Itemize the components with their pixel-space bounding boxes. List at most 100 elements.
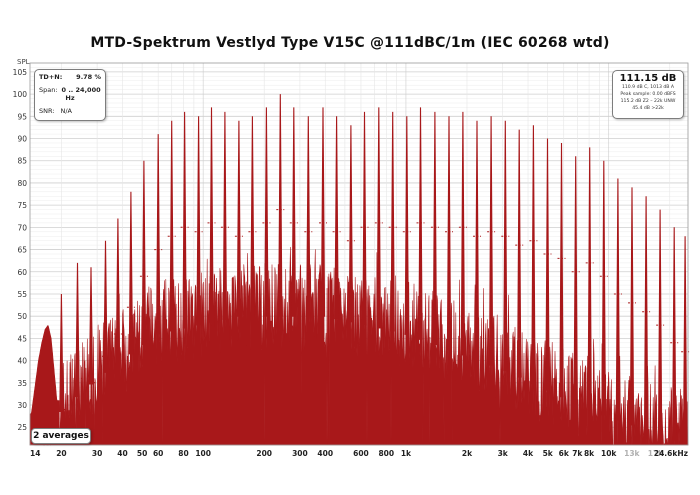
tone-peak — [682, 236, 688, 445]
tone-peak — [432, 111, 438, 346]
tone-peak — [169, 120, 174, 332]
span-value: 0 .. 24,000 — [61, 86, 101, 94]
axes: 105 100 95 90 85 80 75 70 65 60 55 50 45 40 35 30 25 14 20… — [13, 62, 689, 458]
thdn-label: TD+N: — [39, 73, 63, 81]
span-label: Span: — [39, 86, 58, 94]
tone-peak — [545, 138, 550, 391]
x-tick-label: 20 — [56, 449, 66, 458]
y-tick-label: 95 — [17, 112, 27, 121]
y-axis-label: SPL — [17, 58, 30, 66]
tone-peak — [390, 111, 395, 332]
x-tick-label: 17k — [648, 449, 664, 458]
tone-peak — [278, 94, 283, 317]
tone-peak — [517, 129, 522, 378]
tone-peak — [128, 191, 134, 355]
x-tick-label: 60 — [153, 449, 163, 458]
tone-peak — [559, 142, 564, 398]
y-tick-label: 65 — [17, 246, 27, 255]
tone-peak — [404, 116, 409, 335]
tone-peak — [222, 111, 228, 320]
x-tick-label: 4k — [523, 449, 534, 458]
spectrum-series — [29, 94, 690, 446]
x-tick-label: 600 — [353, 449, 369, 458]
x-tick-label: 50 — [137, 449, 147, 458]
tone-peak — [657, 209, 663, 436]
x-tick-label: 8k — [584, 449, 595, 458]
tone-peak — [236, 120, 242, 317]
x-tick-label: 800 — [378, 449, 394, 458]
x-tick-label: 100 — [195, 449, 211, 458]
y-tick-label: 80 — [17, 179, 27, 188]
x-tick-label: 7k — [572, 449, 583, 458]
tone-peak — [250, 116, 255, 317]
x-tick-label: 300 — [292, 449, 308, 458]
y-tick-label: 30 — [17, 401, 27, 410]
y-tick-label: 75 — [17, 201, 27, 210]
tone-peak — [488, 116, 494, 366]
y-tick-label: 70 — [17, 223, 27, 232]
x-tick-label: 5k — [543, 449, 554, 458]
thdn-value: 9.78 % — [76, 73, 101, 81]
x-tick-label: 24.6kHz — [654, 449, 688, 458]
tone-peak — [587, 147, 592, 411]
tone-peak — [182, 111, 187, 329]
tone-peak — [115, 218, 121, 364]
y-tick-label: 100 — [13, 90, 28, 99]
x-tick-label: 13k — [624, 449, 640, 458]
tone-peak — [446, 116, 452, 351]
y-tick-label: 25 — [17, 423, 27, 432]
span-unit: Hz — [65, 94, 75, 102]
x-tick-label: 1k — [401, 449, 412, 458]
snr-label: SNR: — [39, 107, 55, 115]
tone-peak — [156, 134, 161, 335]
plot-frame — [29, 62, 689, 446]
level-line: 110.9 dB C, 1013 dB A — [621, 85, 675, 90]
x-tick-label: 14 — [30, 449, 40, 458]
level-line: 45.4 dB >22k — [632, 106, 664, 111]
y-tick-label: 85 — [17, 157, 27, 166]
tone-peak — [615, 178, 621, 421]
y-tick-label: 105 — [13, 68, 28, 77]
level-line: Peak sample: 0.00 dBFS — [620, 92, 676, 97]
tone-peak — [672, 227, 677, 441]
tone-peak — [209, 107, 214, 323]
x-tick-label: 10k — [601, 449, 617, 458]
snr-value: N/A — [60, 107, 73, 115]
y-tick-label: 55 — [17, 290, 27, 299]
tone-peak — [306, 116, 311, 317]
tone-peak — [573, 156, 578, 404]
tone-peak — [88, 267, 94, 385]
tone-peak — [503, 120, 508, 372]
x-tick-label: 6k — [559, 449, 570, 458]
noise-floor-fill — [29, 246, 689, 446]
x-tick-label: 400 — [317, 449, 333, 458]
y-tick-label: 40 — [17, 357, 27, 366]
tone-peak — [291, 107, 296, 317]
level-value: 111.15 dB — [619, 73, 677, 84]
x-tick-label: 30 — [92, 449, 102, 458]
tone-peak — [376, 107, 381, 329]
tone-peak — [141, 160, 147, 345]
y-tick-label: 50 — [17, 312, 27, 321]
tone-peak — [59, 293, 64, 413]
y-tick-label: 45 — [17, 334, 27, 343]
tone-peak — [334, 116, 339, 320]
tone-peak — [474, 120, 480, 361]
x-tick-label: 2k — [462, 449, 473, 458]
tone-peak — [601, 160, 606, 416]
averages-badge: 2 averages — [31, 428, 91, 444]
y-tick-label: 90 — [17, 135, 27, 144]
x-tick-label: 40 — [117, 449, 127, 458]
tone-peak — [629, 187, 635, 426]
tone-peak — [264, 107, 269, 317]
tone-peak — [531, 125, 536, 385]
tone-peak — [460, 111, 466, 356]
tone-peak — [196, 116, 201, 326]
tone-peak — [103, 240, 108, 373]
y-tick-label: 35 — [17, 379, 27, 388]
tone-peak — [75, 262, 80, 398]
tone-peak — [362, 111, 367, 326]
level-box: 111.15 dB 110.9 dB C, 1013 dB A Peak sam… — [612, 70, 684, 119]
y-tick-label: 60 — [17, 268, 27, 277]
